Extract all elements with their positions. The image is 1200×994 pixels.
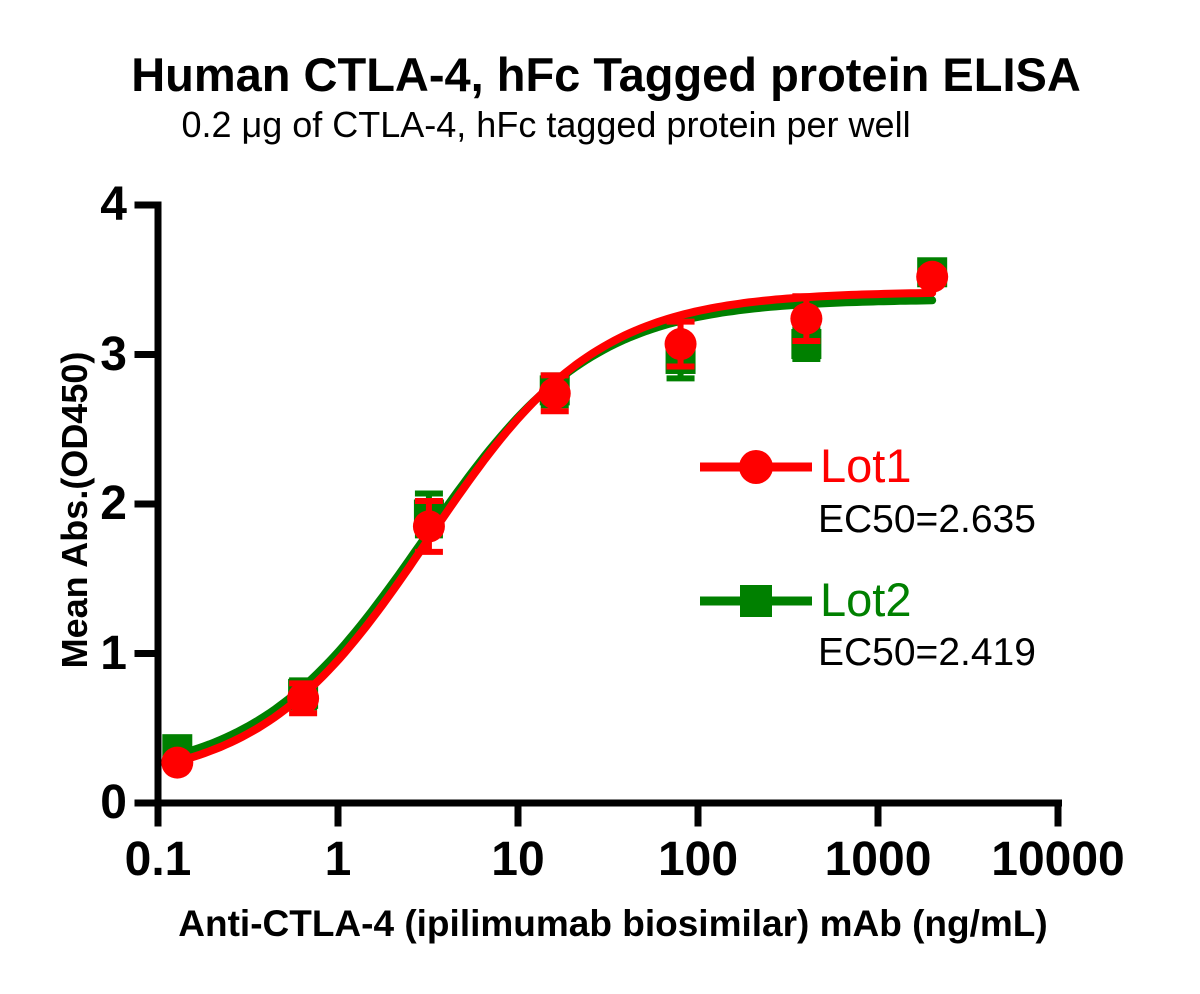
legend-marker-lot1 [739,450,773,484]
y-tick-label: 0 [100,776,127,829]
lot1-data-point [664,328,697,361]
x-tick-label: 1 [324,833,352,886]
lot1-data-point [412,510,445,543]
legend-label-lot2: Lot2 [820,573,912,626]
legend-marker-lot2 [740,585,772,617]
lot1-data-point [790,302,823,335]
x-tick-label: 0.1 [124,833,192,886]
lot1-data-point [916,260,949,293]
x-axis-label: Anti-CTLA-4 (ipilimumab biosimilar) mAb … [178,903,1048,944]
y-tick-label: 2 [100,477,127,530]
y-tick-label: 3 [100,327,127,381]
lot1-data-point [161,746,194,779]
lot1-data-point [287,682,320,715]
chart-subtitle: 0.2 μg of CTLA-4, hFc tagged protein per… [181,104,911,145]
chart-title: Human CTLA-4, hFc Tagged protein ELISA [131,48,1081,101]
x-tick-label: 10 [491,833,545,886]
legend-ec50-lot1: EC50=2.635 [818,498,1036,541]
y-tick-label: 1 [100,626,127,680]
y-tick-label: 4 [100,178,127,231]
x-tick-label: 1000 [824,833,932,886]
x-tick-label: 10000 [991,833,1125,886]
x-tick-label: 100 [657,833,739,886]
lot1-data-point [538,377,571,410]
legend-ec50-lot2: EC50=2.419 [818,631,1036,674]
legend-label-lot1: Lot1 [820,439,912,492]
